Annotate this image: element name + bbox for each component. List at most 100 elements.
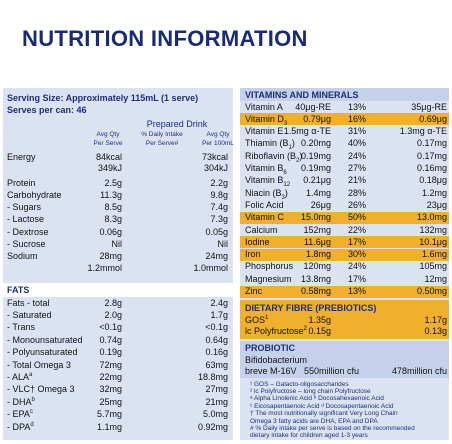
per-serve: 120mg [303, 261, 331, 272]
daily-intake: 50% [347, 212, 366, 223]
row-name: - ALAa [7, 372, 32, 383]
row-name: - DPAd [7, 422, 34, 433]
fibre-band [240, 300, 449, 339]
name-text: - Monounsaturated [7, 334, 83, 345]
daily-intake: 24% [347, 150, 366, 161]
name-text: - EPA [7, 409, 30, 420]
row-name: Riboflavin (B2) [245, 151, 302, 164]
name-text: - Trans [7, 322, 36, 333]
per-100ml: 0.16g [205, 347, 228, 358]
per-100ml: 12mg [424, 273, 447, 284]
per-100ml: 132mg [419, 224, 447, 235]
per-100ml: 10.1μg [419, 236, 447, 247]
row-name: Vitamin B12 [245, 175, 290, 188]
per-100ml: 7.3g [210, 214, 228, 225]
row-name: - EPAc [7, 409, 33, 420]
probiotic-band [240, 341, 449, 378]
name-sub: 2 [296, 157, 300, 164]
daily-intake: 21% [347, 175, 366, 186]
per-100ml: 5.0mg [202, 409, 228, 420]
per-100ml: 0.64g [205, 334, 228, 345]
per-serve: 26μg [310, 199, 331, 210]
row-name: Iodine [245, 237, 270, 248]
row-name: Thiamin (B1) [245, 138, 295, 152]
footnote: ² lc Polyfructose – long chain Polyfruct… [250, 387, 371, 395]
footnote: Omega 3 fatty acids are DHA, EPA and DPA [250, 417, 378, 425]
row-name: Energy [7, 152, 36, 163]
name-text: - Dextrose [7, 226, 49, 237]
per-serve: 40μg-RE [295, 101, 331, 112]
per-100ml: 304kJ [203, 163, 228, 173]
name-sup: 2 [303, 326, 307, 332]
daily-intake: 31% [347, 126, 366, 137]
name-text: - Sugars [7, 202, 42, 213]
left-panel [3, 88, 233, 283]
row-name: Fats - total [7, 298, 50, 309]
name-text: - Sucrose [7, 239, 46, 249]
row-name: Vitamin A [245, 102, 283, 113]
name-sub: 1 [288, 145, 292, 152]
group-header: Prepared Drink [146, 118, 208, 129]
footnote: # % Daily intake per serve is based on t… [250, 424, 415, 432]
footnote: ¹ GOS – Galacto-oligosaccharides [250, 380, 349, 388]
per-serve: 0.74g [99, 334, 122, 345]
column-header: Per Serve# [145, 139, 179, 147]
per-serve: 0.15g [308, 326, 331, 336]
fibre-header: DIETARY FIBRE (PREBIOTICS) [245, 302, 377, 313]
name-text: Vitamin B [245, 175, 284, 186]
name-text: Vitamin E [245, 126, 284, 137]
per-serve: 152mg [303, 224, 331, 235]
row-name: - Total Omega 3 [7, 360, 71, 371]
name-sub: 3 [283, 120, 288, 127]
name-text: - DPA [7, 421, 31, 432]
per-100ml: 0.18μg [419, 175, 447, 186]
name-sub: 3 [281, 194, 285, 201]
per-100ml: 23μg [426, 199, 447, 210]
per-serve: 0.19g [99, 347, 122, 358]
row-name: Niacin (B3) [245, 188, 288, 201]
name-text: - Total Omega 3 [7, 359, 71, 370]
fats-header-band [3, 283, 233, 298]
row-name: - DHAb [7, 397, 35, 408]
per-serve: 349kJ [97, 163, 122, 173]
row-name: Vitamin E [245, 126, 283, 137]
footnote: † The most nutritionally significant Ver… [250, 410, 398, 418]
name-sup: 1 [265, 314, 269, 321]
per-100ml: 35μg-RE [411, 101, 447, 112]
row-name: Zinc [245, 286, 262, 297]
row-name: - Lactose [7, 214, 44, 225]
daily-intake: 13% [347, 101, 366, 112]
daily-intake: 22% [347, 224, 366, 235]
name-text: - DHA [7, 396, 32, 407]
per-100ml: 478million cfu [391, 365, 447, 376]
per-serve: 0.19mg [300, 150, 331, 161]
row-name: Protein [7, 178, 36, 189]
probiotic-header: PROBIOTIC [245, 342, 296, 353]
name-text: GOS [245, 314, 266, 325]
per-100ml: 7.4g [210, 202, 228, 213]
daily-intake: 16% [347, 113, 366, 124]
per-serve: 22mg [99, 371, 122, 382]
per-100ml: 2.4g [210, 297, 228, 308]
column-header: Per Serve [93, 139, 123, 147]
per-100ml: 0.16mg [416, 163, 447, 173]
row-name: breve M-16V [245, 366, 297, 377]
row-name: - Dextrose [7, 227, 49, 238]
name-text: Calcium [245, 224, 278, 235]
per-100ml: <0.1g [205, 322, 228, 333]
highlight-row [240, 211, 449, 224]
row-name: - Monounsaturated [7, 335, 83, 346]
name-sup: d [30, 421, 34, 428]
row-name: Vitamin D3 [245, 114, 288, 127]
name-sup: b [31, 396, 35, 403]
per-serve: 11.3g [100, 189, 122, 200]
per-serve: 32mg [99, 384, 122, 395]
per-serve: 1.1mg [96, 421, 122, 432]
per-serve: 28mg [99, 251, 122, 262]
daily-intake: 13% [347, 286, 366, 296]
name-text: Energy [7, 151, 36, 162]
per-serve: 0.06g [99, 226, 122, 237]
per-100ml: 0.05g [205, 226, 228, 237]
per-100ml: 63mg [205, 359, 228, 370]
